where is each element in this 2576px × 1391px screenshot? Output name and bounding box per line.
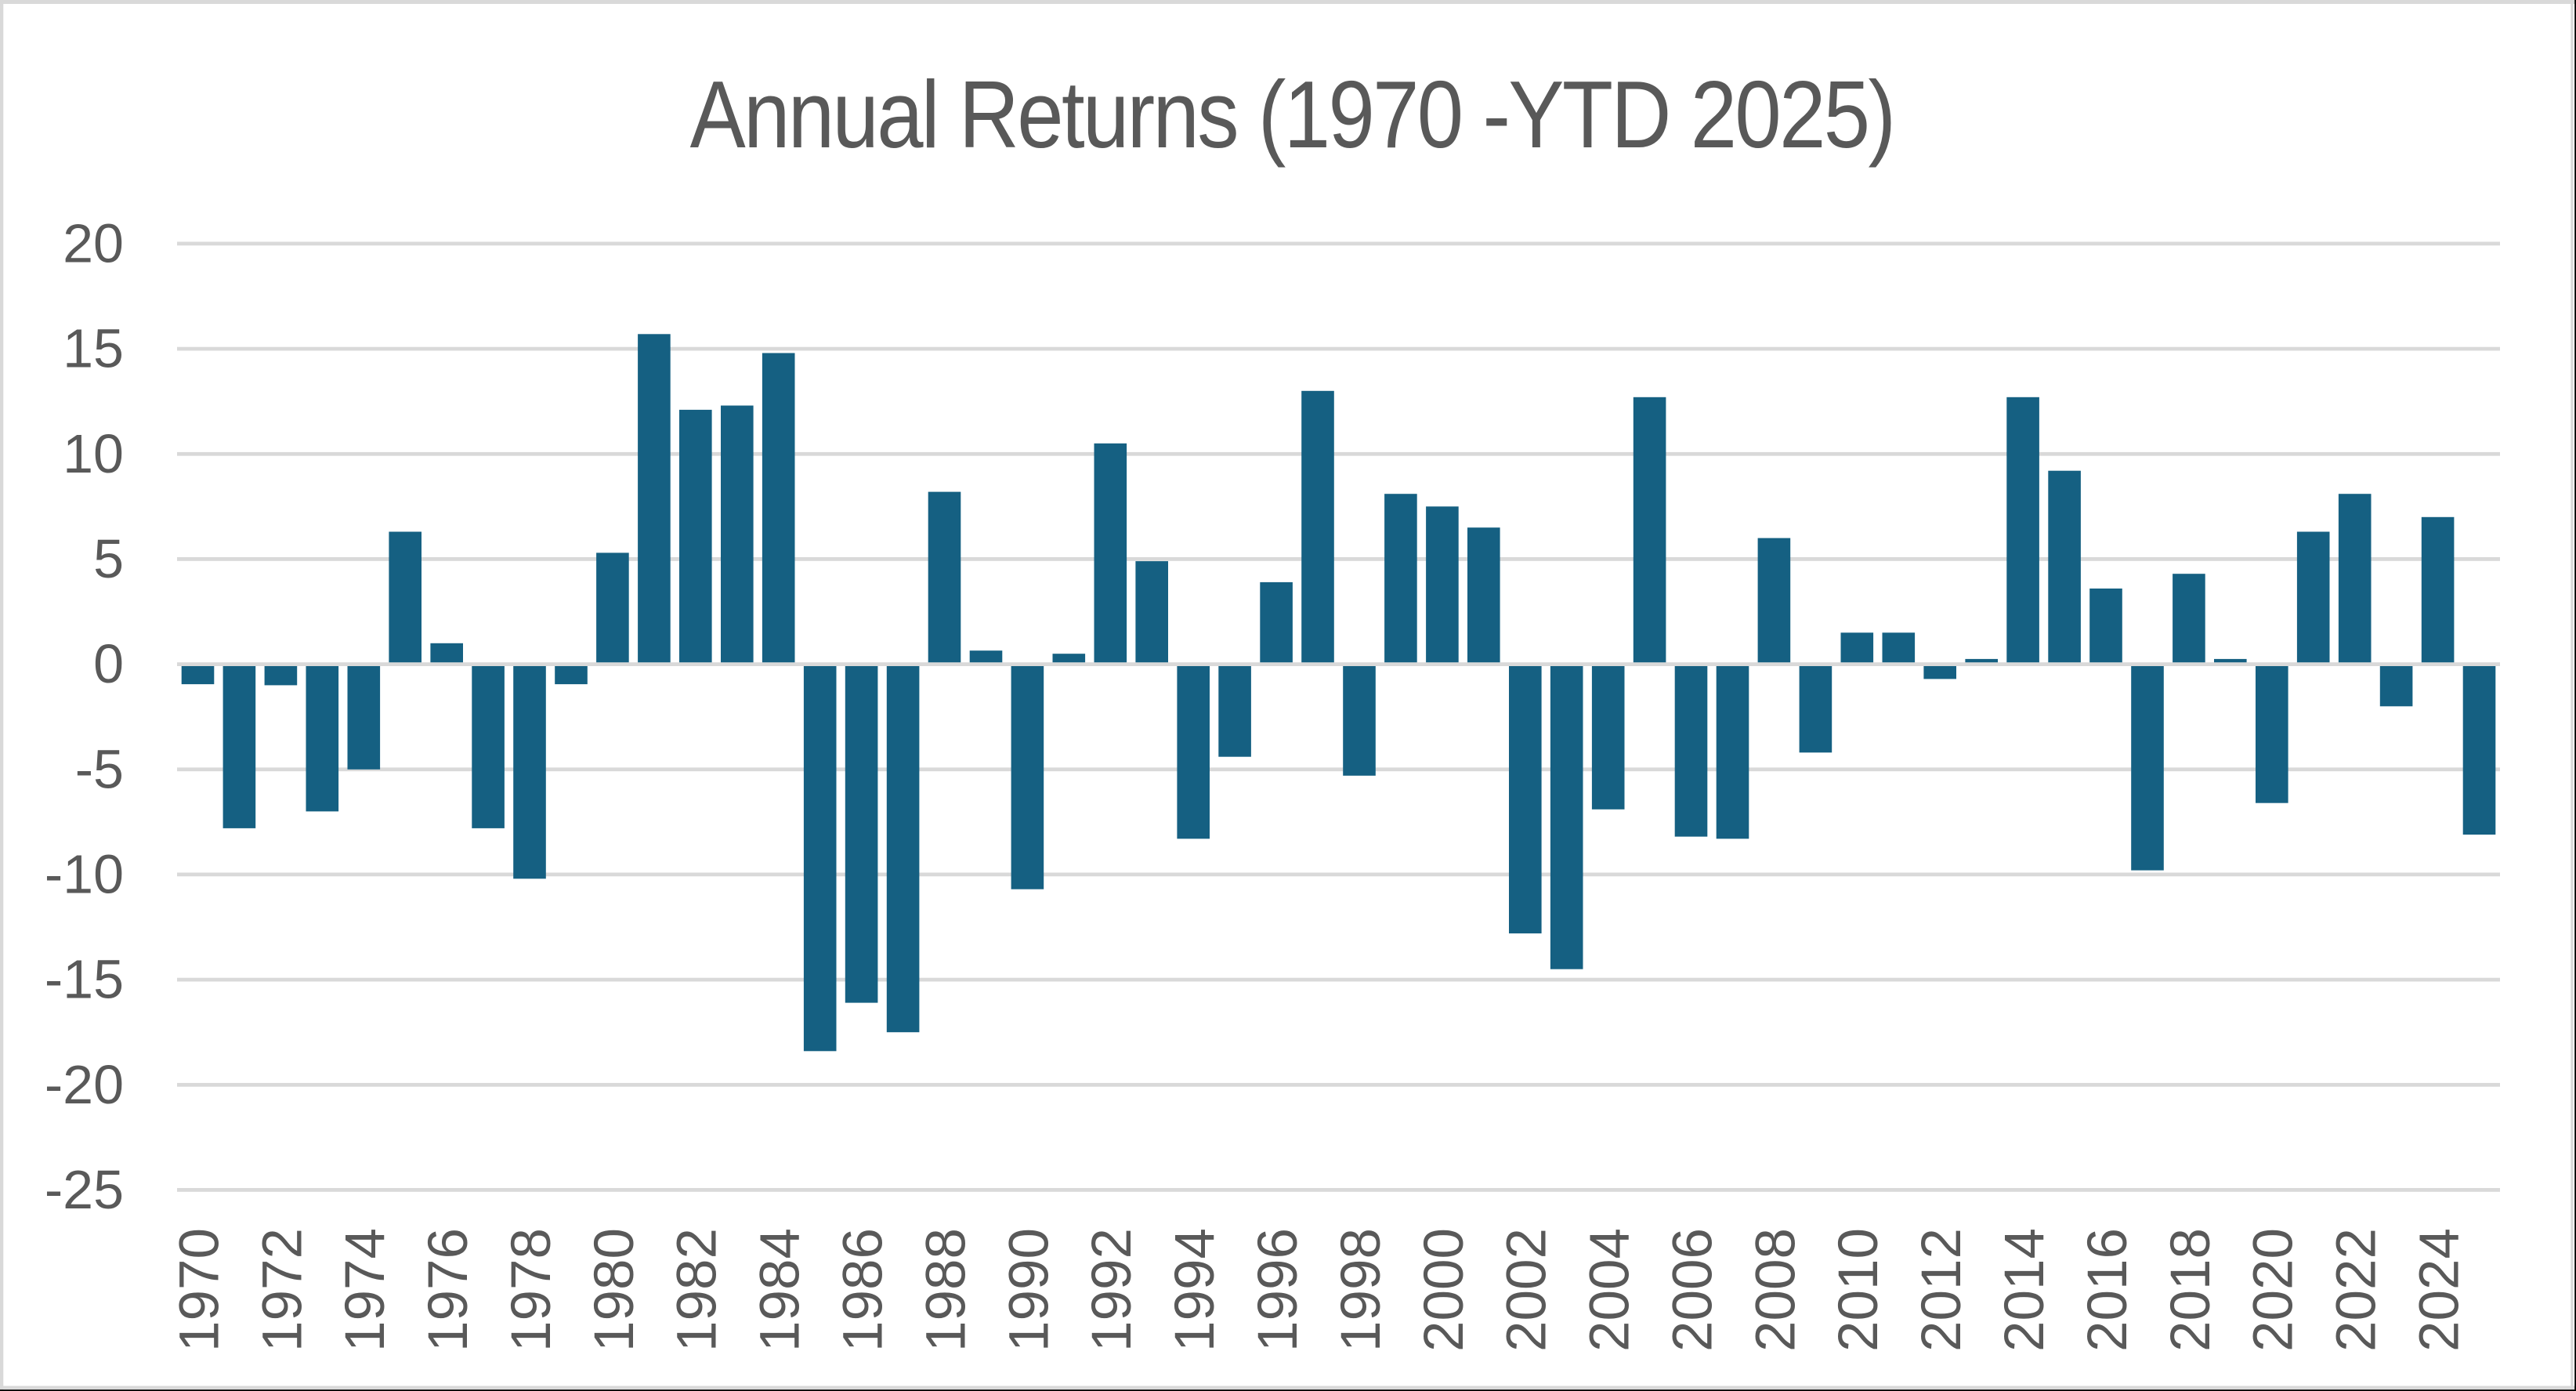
svg-text:2000: 2000 <box>1413 1228 1475 1352</box>
svg-text:1972: 1972 <box>251 1228 313 1352</box>
svg-text:1988: 1988 <box>915 1228 977 1352</box>
svg-text:2006: 2006 <box>1662 1228 1724 1352</box>
svg-text:2004: 2004 <box>1579 1228 1641 1352</box>
svg-text:0: 0 <box>93 633 124 694</box>
svg-text:1984: 1984 <box>750 1228 812 1352</box>
svg-text:1998: 1998 <box>1330 1228 1392 1352</box>
svg-text:-25: -25 <box>45 1159 124 1220</box>
svg-text:1980: 1980 <box>584 1228 646 1352</box>
svg-text:20: 20 <box>63 212 124 273</box>
svg-text:15: 15 <box>63 318 124 379</box>
svg-text:2018: 2018 <box>2160 1228 2222 1352</box>
svg-text:1990: 1990 <box>998 1228 1060 1352</box>
svg-text:2022: 2022 <box>2326 1228 2388 1352</box>
svg-text:1974: 1974 <box>335 1228 396 1352</box>
svg-text:1996: 1996 <box>1247 1228 1309 1352</box>
svg-text:2012: 2012 <box>1911 1228 1973 1352</box>
svg-text:1986: 1986 <box>833 1228 895 1352</box>
svg-text:2008: 2008 <box>1745 1228 1807 1352</box>
svg-text:2014: 2014 <box>1994 1228 2056 1352</box>
svg-text:1994: 1994 <box>1164 1228 1226 1352</box>
svg-text:2016: 2016 <box>2077 1228 2139 1352</box>
svg-text:1982: 1982 <box>667 1228 729 1352</box>
svg-text:-20: -20 <box>45 1054 124 1115</box>
svg-text:-10: -10 <box>45 843 124 904</box>
svg-text:1976: 1976 <box>418 1228 479 1352</box>
svg-text:10: 10 <box>63 423 124 484</box>
svg-text:1992: 1992 <box>1081 1228 1143 1352</box>
svg-text:2024: 2024 <box>2409 1228 2471 1352</box>
svg-text:-5: -5 <box>75 738 124 799</box>
svg-text:2020: 2020 <box>2243 1228 2305 1352</box>
svg-text:2010: 2010 <box>1828 1228 1890 1352</box>
svg-text:-15: -15 <box>45 949 124 1010</box>
svg-text:Annual Returns (1970 -YTD 2025: Annual Returns (1970 -YTD 2025) <box>690 61 1894 168</box>
svg-text:1970: 1970 <box>168 1228 230 1352</box>
svg-text:2002: 2002 <box>1496 1228 1558 1352</box>
svg-text:1978: 1978 <box>501 1228 563 1352</box>
svg-text:5: 5 <box>93 528 124 589</box>
